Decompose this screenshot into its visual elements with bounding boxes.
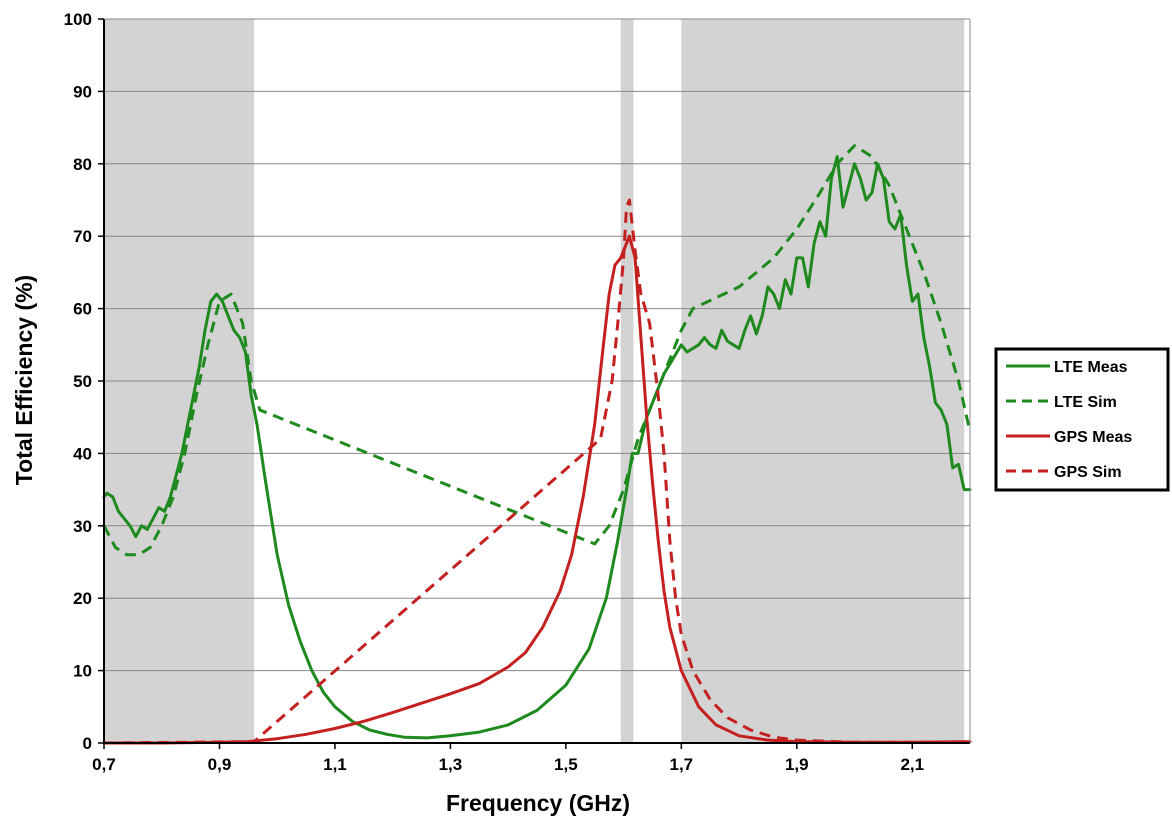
- x-tick-label-1: 0,9: [208, 755, 232, 774]
- legend-label-gps-meas: GPS Meas: [1054, 429, 1132, 446]
- y-axis-title: Total Efficiency (%): [11, 275, 37, 485]
- legend-label-lte-sim: LTE Sim: [1054, 394, 1117, 411]
- x-tick-label-7: 2,1: [900, 755, 924, 774]
- legend-box: [994, 347, 1170, 492]
- legend-label-lte-meas: LTE Meas: [1054, 359, 1128, 376]
- x-tick-labels: 0,7 0,9 1,1 1,3 1,5 1,7 1,9 2,1: [92, 755, 924, 774]
- y-tick-label-4: 40: [73, 444, 92, 463]
- legend: LTE Meas LTE Sim GPS Meas GPS Sim: [994, 347, 1170, 492]
- y-tick-label-9: 90: [73, 82, 92, 101]
- x-axis-title: Frequency (GHz): [446, 790, 630, 816]
- y-tick-label-10: 100: [64, 10, 92, 29]
- y-tick-label-3: 30: [73, 517, 92, 536]
- series-line-gps-meas: [102, 234, 972, 745]
- y-tick-label-7: 70: [73, 227, 92, 246]
- x-tick-label-3: 1,3: [439, 755, 463, 774]
- series-lines: [102, 144, 972, 745]
- y-tick-label-6: 60: [73, 300, 92, 319]
- y-tick-label-0: 0: [83, 734, 92, 753]
- x-tick-label-0: 0,7: [92, 755, 116, 774]
- series-line-lte-meas: [102, 155, 972, 740]
- x-tick-label-5: 1,7: [670, 755, 694, 774]
- x-tick-label-2: 1,1: [323, 755, 347, 774]
- y-tick-label-2: 20: [73, 589, 92, 608]
- axes: [98, 18, 971, 749]
- series-line-gps-sim: [103, 198, 970, 745]
- y-tick-labels: 0 10 20 30 40 50 60 70 80 90 100: [64, 10, 92, 753]
- x-tick-label-6: 1,9: [785, 755, 809, 774]
- y-tick-label-1: 10: [73, 662, 92, 681]
- legend-label-gps-sim: GPS Sim: [1054, 464, 1122, 481]
- y-tick-label-8: 80: [73, 155, 92, 174]
- y-tick-label-5: 50: [73, 372, 92, 391]
- x-tick-label-4: 1,5: [554, 755, 578, 774]
- series-line-lte-sim: [102, 144, 972, 557]
